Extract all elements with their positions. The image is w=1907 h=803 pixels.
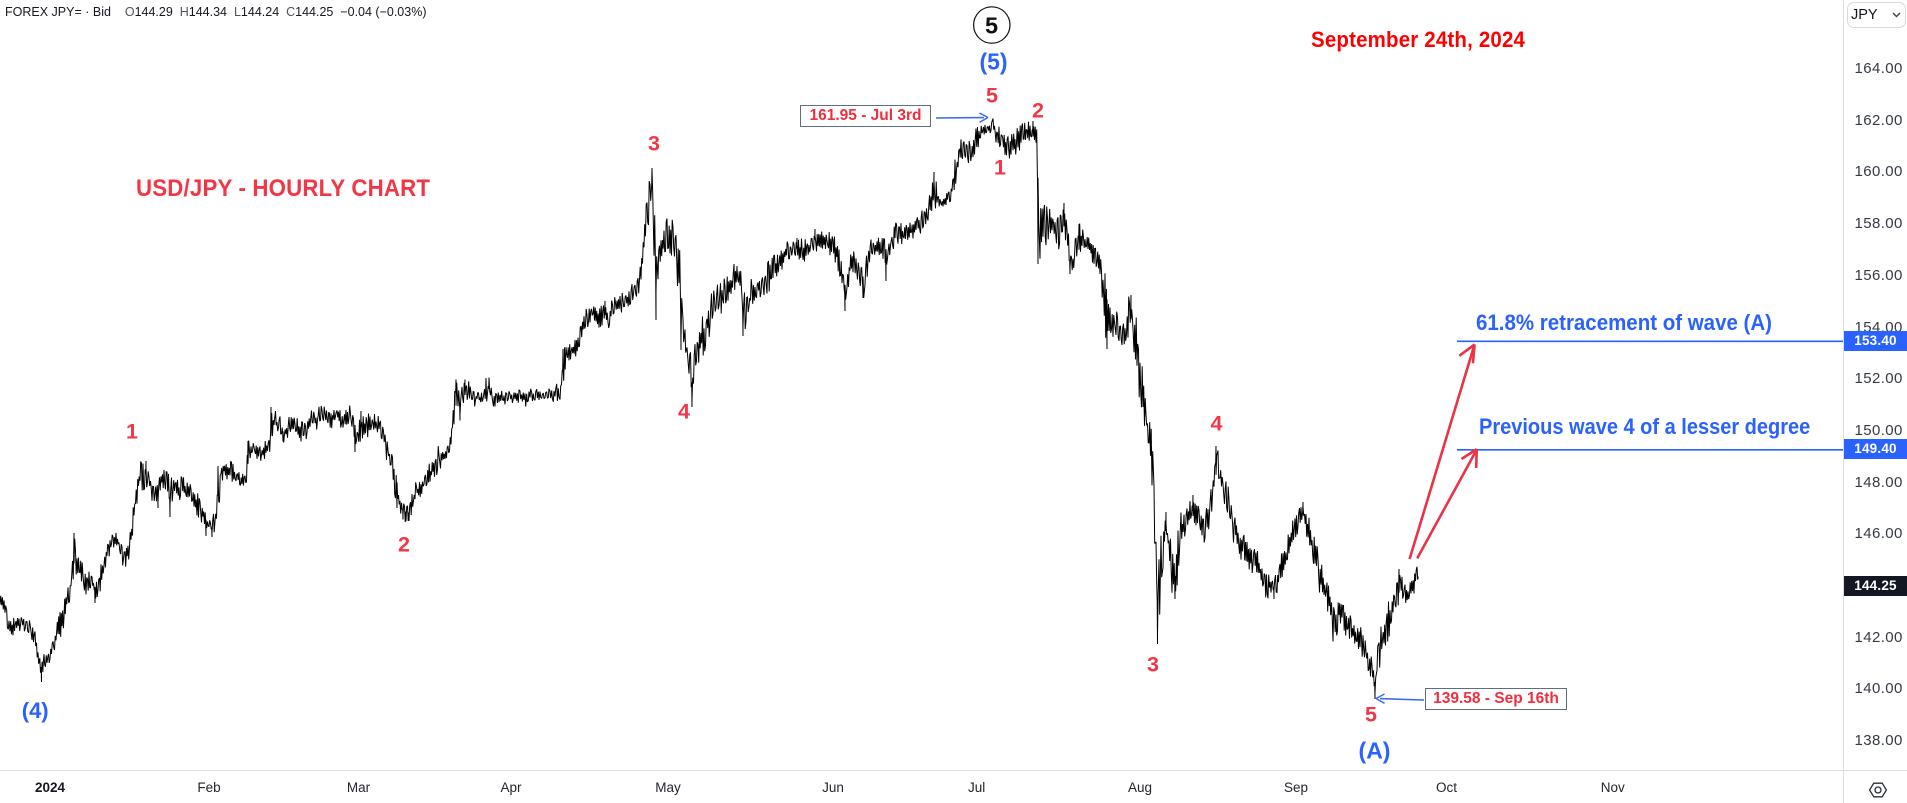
svg-text:5: 5: [985, 13, 998, 39]
